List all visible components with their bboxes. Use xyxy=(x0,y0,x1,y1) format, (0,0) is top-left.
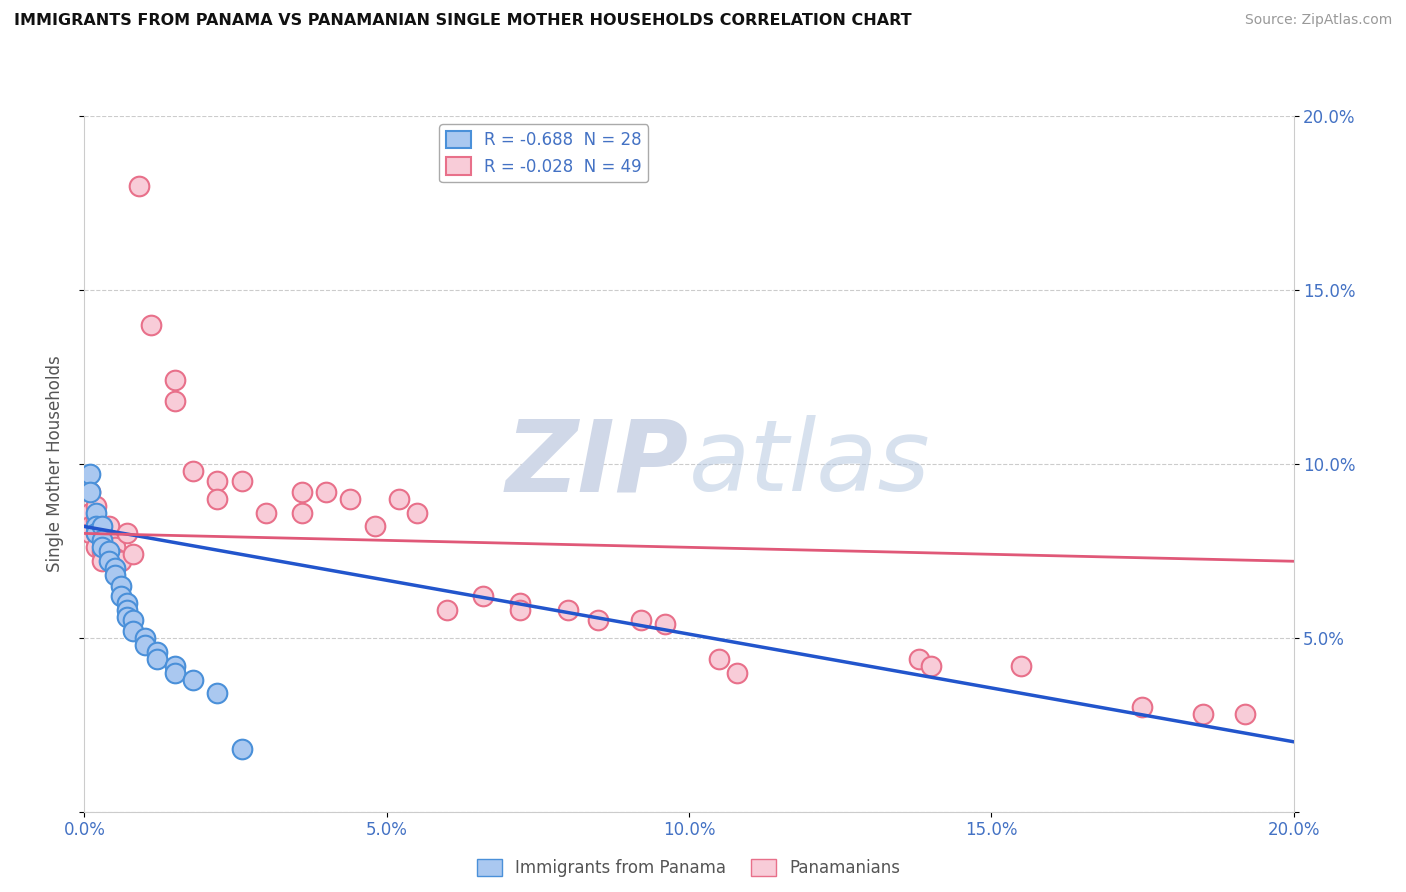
Point xyxy=(91,554,114,568)
Point xyxy=(121,547,143,561)
Point xyxy=(588,614,610,628)
Point xyxy=(146,651,169,665)
Point xyxy=(79,484,101,499)
Point xyxy=(91,543,114,558)
Point xyxy=(231,742,253,756)
Point xyxy=(121,624,143,638)
Point xyxy=(97,543,120,558)
Point xyxy=(436,603,458,617)
Text: ZIP: ZIP xyxy=(506,416,689,512)
Point xyxy=(91,541,114,555)
Point xyxy=(104,541,127,555)
Point xyxy=(207,474,229,488)
Point xyxy=(907,651,929,665)
Point xyxy=(725,665,748,680)
Point xyxy=(509,603,531,617)
Point xyxy=(291,484,314,499)
Point xyxy=(121,614,143,628)
Point xyxy=(104,568,127,582)
Point xyxy=(128,178,150,193)
Point xyxy=(165,373,187,387)
Legend: Immigrants from Panama, Panamanians: Immigrants from Panama, Panamanians xyxy=(471,852,907,883)
Point xyxy=(104,561,127,575)
Point xyxy=(406,506,429,520)
Point xyxy=(181,464,204,478)
Point xyxy=(97,519,120,533)
Point xyxy=(110,578,132,592)
Point xyxy=(115,603,138,617)
Point xyxy=(557,603,579,617)
Point xyxy=(79,467,101,482)
Point xyxy=(110,554,132,568)
Point xyxy=(363,519,385,533)
Point xyxy=(115,596,138,610)
Point xyxy=(86,541,108,555)
Point xyxy=(231,474,253,488)
Point xyxy=(654,616,676,631)
Point xyxy=(339,491,361,506)
Point xyxy=(709,651,731,665)
Point xyxy=(110,589,132,603)
Point xyxy=(115,610,138,624)
Point xyxy=(1234,707,1257,722)
Point xyxy=(254,506,277,520)
Y-axis label: Single Mother Households: Single Mother Households xyxy=(45,356,63,572)
Point xyxy=(86,519,108,533)
Point xyxy=(115,526,138,541)
Point xyxy=(79,506,101,520)
Point xyxy=(315,484,337,499)
Point xyxy=(509,596,531,610)
Point xyxy=(134,638,156,652)
Point xyxy=(86,526,108,541)
Point xyxy=(79,526,101,541)
Point xyxy=(104,550,127,565)
Text: IMMIGRANTS FROM PANAMA VS PANAMANIAN SINGLE MOTHER HOUSEHOLDS CORRELATION CHART: IMMIGRANTS FROM PANAMA VS PANAMANIAN SIN… xyxy=(14,13,911,29)
Point xyxy=(165,394,187,409)
Point xyxy=(97,533,120,548)
Point xyxy=(165,665,187,680)
Point xyxy=(79,484,101,499)
Point xyxy=(146,645,169,659)
Point xyxy=(86,512,108,526)
Point xyxy=(79,519,101,533)
Point xyxy=(86,499,108,513)
Text: atlas: atlas xyxy=(689,416,931,512)
Point xyxy=(97,554,120,568)
Point xyxy=(207,686,229,700)
Point xyxy=(181,673,204,687)
Point xyxy=(165,658,187,673)
Point xyxy=(91,533,114,548)
Point xyxy=(91,519,114,533)
Point xyxy=(472,589,495,603)
Point xyxy=(630,614,652,628)
Point xyxy=(291,506,314,520)
Point xyxy=(1192,707,1215,722)
Point xyxy=(920,658,942,673)
Point xyxy=(86,506,108,520)
Point xyxy=(86,526,108,541)
Point xyxy=(1130,700,1153,714)
Point xyxy=(207,491,229,506)
Point xyxy=(388,491,411,506)
Point xyxy=(1011,658,1033,673)
Point xyxy=(134,631,156,645)
Point xyxy=(139,318,162,332)
Text: Source: ZipAtlas.com: Source: ZipAtlas.com xyxy=(1244,13,1392,28)
